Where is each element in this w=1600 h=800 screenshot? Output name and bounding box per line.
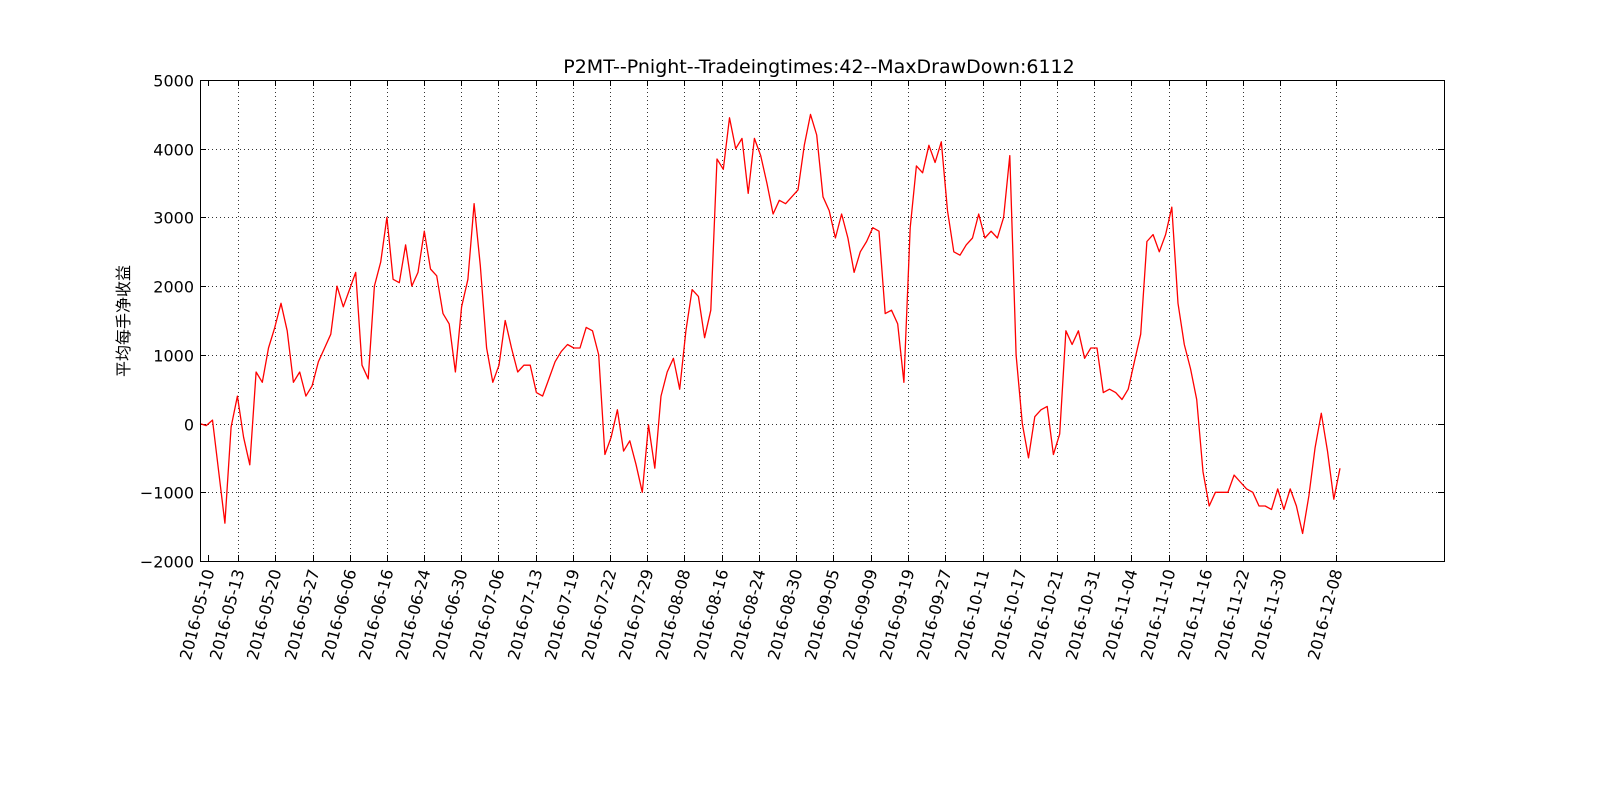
x-tick-label: 2016-08-16: [690, 567, 732, 662]
y-tick-label: −2000: [140, 553, 194, 572]
x-tick-label: 2016-11-22: [1211, 567, 1253, 662]
y-tick-label: 4000: [153, 141, 194, 160]
x-tick-label: 2016-10-21: [1025, 567, 1067, 662]
series-layer: [199, 113, 1341, 535]
y-axis-label: 平均每手净收益: [114, 265, 133, 377]
x-tick-label: 2016-06-24: [392, 567, 434, 662]
x-tick-label: 2016-09-05: [801, 567, 843, 662]
x-tick-label: 2016-08-08: [652, 567, 694, 662]
x-tick-label: 2016-08-24: [727, 567, 769, 662]
x-tick-label: 2016-06-30: [429, 567, 471, 662]
x-tick-label: 2016-05-20: [243, 567, 285, 662]
x-tick-label: 2016-12-08: [1304, 567, 1346, 662]
x-tick-label: 2016-10-17: [988, 567, 1030, 662]
x-tick-label: 2016-11-30: [1248, 567, 1290, 662]
chart-title: P2MT--Pnight--Tradeingtimes:42--MaxDrawD…: [563, 56, 1075, 78]
y-tick-label: 5000: [153, 72, 194, 91]
x-tick-label: 2016-05-27: [281, 567, 323, 662]
x-tick-label: 2016-11-16: [1174, 567, 1216, 662]
x-tick-label: 2016-07-13: [504, 567, 546, 662]
y-tick-label: 0: [184, 416, 194, 435]
x-tick-label: 2016-09-09: [839, 567, 881, 662]
y-tick-label: 2000: [153, 278, 194, 297]
grid-layer: [200, 80, 1444, 561]
x-tick-label: 2016-06-16: [355, 567, 397, 662]
y-tick-label: 3000: [153, 209, 194, 228]
series-line: [199, 113, 1341, 535]
x-tick-label: 2016-08-30: [764, 567, 806, 662]
plot-frame: [200, 80, 1445, 562]
x-tick-label: 2016-09-19: [876, 567, 918, 662]
x-tick-label: 2016-11-10: [1137, 567, 1179, 662]
x-tick-label: 2016-11-04: [1099, 567, 1141, 662]
x-tick-label: 2016-07-22: [578, 567, 620, 662]
x-tick-label: 2016-06-06: [318, 567, 360, 662]
x-tick-label: 2016-10-31: [1062, 567, 1104, 662]
y-tick-label: −1000: [140, 484, 194, 503]
y-tick-label: 1000: [153, 347, 194, 366]
x-tick-label: 2016-07-19: [541, 567, 583, 662]
x-tick-label: 2016-10-11: [951, 567, 993, 662]
x-tick-label: 2016-07-06: [466, 567, 508, 662]
x-tick-label: 2016-09-27: [913, 567, 955, 662]
x-tick-label: 2016-07-29: [615, 567, 657, 662]
axis-layer: 500040003000200010000−1000−20002016-05-1…: [140, 72, 1444, 662]
